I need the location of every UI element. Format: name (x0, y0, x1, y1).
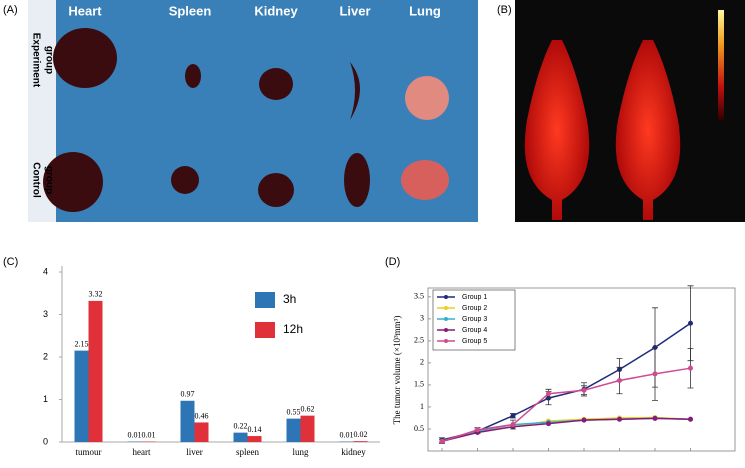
y-tick-label: 1 (420, 402, 424, 411)
bar (181, 401, 195, 442)
organ-label: Liver (339, 3, 370, 18)
panel-label: (C) (3, 256, 18, 268)
value-label: 0.14 (248, 425, 262, 434)
point (475, 427, 480, 432)
point (653, 371, 658, 376)
group-label: Experiment (30, 33, 41, 88)
legend-marker (444, 317, 448, 321)
bar (195, 422, 209, 442)
legend-label: Group 1 (462, 294, 487, 301)
value-label: 0.01 (128, 430, 142, 439)
organ-label: Kidney (254, 3, 298, 18)
point (688, 366, 693, 371)
value-label: 0.02 (354, 430, 368, 439)
value-label: 2.15 (75, 339, 89, 348)
legend-marker (444, 328, 448, 332)
legend-marker (444, 295, 448, 299)
legend-label: 3h (283, 292, 296, 306)
group-label: group (43, 46, 54, 74)
y-tick-label: 1 (43, 394, 48, 404)
value-label: 0.46 (195, 411, 209, 420)
point (617, 378, 622, 383)
organ-label: Heart (68, 3, 102, 18)
value-label: 0.01 (340, 430, 354, 439)
value-label: 0.01 (142, 430, 156, 439)
legend-marker (444, 339, 448, 343)
point (546, 421, 551, 426)
y-tick-label: 0 (43, 436, 48, 446)
legend-label: Group 2 (462, 305, 487, 312)
bar (287, 419, 301, 442)
y-tick-label: 3.5 (414, 292, 424, 301)
panel-label: (A) (3, 4, 18, 16)
value-label: 0.22 (234, 421, 248, 430)
panel-label: (B) (497, 4, 512, 16)
legend-label: Group 3 (462, 316, 487, 323)
point (688, 321, 693, 326)
color-bar (718, 10, 724, 120)
value-label: 3.32 (89, 290, 103, 299)
legend-swatch (255, 322, 275, 338)
y-tick-label: 0.5 (414, 424, 424, 433)
x-tick-label: tumour (76, 447, 102, 457)
bar (354, 441, 368, 442)
bar (248, 436, 262, 442)
organ-label: Lung (409, 3, 441, 18)
group-label: group (43, 166, 54, 194)
point (582, 418, 587, 423)
value-label: 0.62 (301, 404, 315, 413)
point (688, 417, 693, 422)
point (511, 422, 516, 427)
point (546, 391, 551, 396)
y-tick-label: 3 (43, 309, 48, 319)
legend-swatch (255, 292, 275, 308)
point (511, 413, 516, 418)
point (617, 417, 622, 422)
legend-label: 12h (283, 322, 303, 336)
y-tick-label: 2 (43, 351, 48, 361)
bar (75, 351, 89, 442)
y-tick-label: 2.5 (414, 336, 424, 345)
y-axis-label: The tumor volume (×10³mm³) (392, 316, 402, 425)
y-tick-label: 4 (43, 266, 48, 276)
x-tick-label: liver (186, 447, 203, 457)
x-tick-label: spleen (236, 447, 259, 457)
bar (301, 416, 315, 442)
y-tick-label: 1.5 (414, 380, 424, 389)
x-tick-label: heart (133, 447, 151, 457)
bar (234, 433, 248, 442)
group-label: Control (30, 162, 41, 198)
point (440, 439, 445, 444)
y-tick-label: 3 (420, 314, 424, 323)
y-tick-label: 2 (420, 358, 424, 367)
legend-marker (444, 306, 448, 310)
value-label: 0.97 (181, 390, 195, 399)
point (582, 388, 587, 393)
x-tick-label: lung (292, 447, 309, 457)
value-label: 0.55 (287, 407, 301, 416)
legend-label: Group 4 (462, 327, 487, 334)
x-tick-label: kidney (341, 447, 366, 457)
bar (89, 301, 103, 442)
point (653, 416, 658, 421)
legend-label: Group 5 (462, 338, 487, 345)
panel-label: (D) (385, 256, 400, 268)
organ-label: Spleen (169, 3, 212, 18)
